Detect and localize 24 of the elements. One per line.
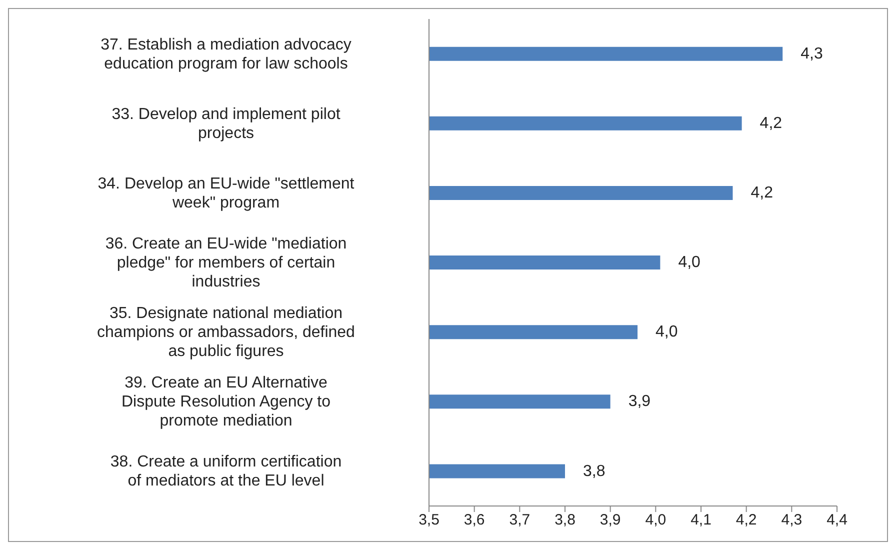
x-tick-label: 3,8 — [554, 512, 576, 529]
data-label: 4,2 — [760, 114, 782, 132]
x-tick-label: 4,2 — [736, 512, 757, 529]
x-tick-label: 4,1 — [690, 512, 712, 529]
x-tick-label: 4,0 — [645, 512, 666, 529]
y-tick-label: 38. Create a uniform certification of mediators at the EU level — [110, 453, 342, 490]
data-label: 4,0 — [678, 254, 701, 272]
x-tick-label: 3,9 — [600, 512, 621, 529]
x-tick-label: 3,5 — [418, 512, 440, 529]
data-label: 4,2 — [750, 184, 774, 202]
x-tick-label: 3,7 — [509, 512, 530, 529]
y-tick-label: 34. Develop an EU-wide "settlement week" program — [98, 174, 355, 211]
y-tick-label: 39. Create an EU Alternative Dispute Resolution Agency to promote mediation — [121, 374, 331, 430]
x-tick-label: 4,4 — [826, 512, 848, 529]
y-tick-label: 36. Create an EU-wide "mediation pledge" for members of certain industries — [105, 235, 347, 290]
data-label: 3,9 — [628, 393, 651, 410]
y-tick-label: 33. Develop and implement pilot projects — [112, 105, 341, 142]
x-tick-label: 3,6 — [464, 512, 485, 529]
x-tick-label: 4,3 — [781, 512, 802, 529]
data-label: 4,3 — [800, 45, 823, 62]
data-label: 4,0 — [656, 324, 678, 341]
y-tick-label: 35. Designate national mediation champions or ambassadors, defined as public figures — [97, 304, 355, 360]
y-tick-label: 37. Establish a mediation advocacy education program for law schools — [100, 36, 352, 72]
data-label: 3,8 — [583, 462, 606, 480]
